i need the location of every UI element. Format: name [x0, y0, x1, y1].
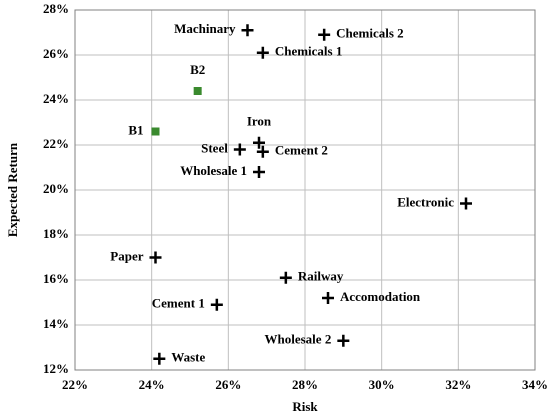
point	[322, 292, 334, 304]
y-tick-label: 22%	[43, 136, 69, 151]
y-tick-label: 28%	[43, 1, 69, 16]
point-label: Machinary	[174, 21, 236, 36]
y-tick-label: 18%	[43, 226, 69, 241]
point-label: Cement 1	[152, 296, 205, 311]
x-tick-label: 22%	[62, 377, 88, 392]
point-label: Wholesale 1	[180, 163, 247, 178]
y-tick-label: 20%	[43, 181, 69, 196]
point-label: B1	[128, 122, 143, 137]
point	[153, 352, 166, 365]
x-tick-label: 34%	[522, 377, 548, 392]
point-label: Railway	[298, 269, 344, 284]
y-tick-label: 14%	[43, 316, 69, 331]
point	[241, 24, 254, 37]
point	[193, 87, 202, 95]
point	[337, 334, 350, 347]
y-tick-label: 16%	[43, 271, 69, 286]
x-axis-title: Risk	[292, 399, 318, 414]
point	[256, 145, 269, 158]
x-tick-label: 30%	[369, 377, 395, 392]
point-label: Electronic	[397, 194, 454, 209]
point	[210, 298, 223, 311]
point-label: B2	[190, 62, 205, 77]
point	[256, 46, 269, 59]
x-tick-label: 24%	[139, 377, 165, 392]
point-label: Steel	[201, 140, 228, 155]
point	[151, 127, 160, 136]
point	[460, 197, 472, 210]
y-tick-label: 12%	[43, 361, 69, 376]
point-label: Chemicals 1	[275, 44, 343, 59]
point-label: Wholesale 2	[265, 332, 332, 347]
point	[318, 28, 331, 41]
point-label: Paper	[110, 248, 143, 263]
point	[149, 251, 162, 264]
point	[253, 136, 265, 149]
y-tick-label: 24%	[43, 91, 69, 106]
point-label: Iron	[247, 114, 272, 129]
point-label: Waste	[171, 350, 205, 365]
y-tick-label: 26%	[43, 46, 69, 61]
point-label: Cement 2	[275, 143, 328, 158]
plot-border	[74, 9, 536, 371]
point	[253, 166, 265, 178]
x-tick-label: 28%	[292, 377, 318, 392]
y-axis-title: Expected Return	[5, 142, 20, 237]
point-label: Accomodation	[340, 289, 421, 304]
point	[279, 271, 292, 284]
x-tick-label: 32%	[445, 377, 471, 392]
x-tick-label: 26%	[215, 377, 241, 392]
point	[233, 143, 246, 156]
point-label: Chemicals 2	[336, 26, 404, 41]
